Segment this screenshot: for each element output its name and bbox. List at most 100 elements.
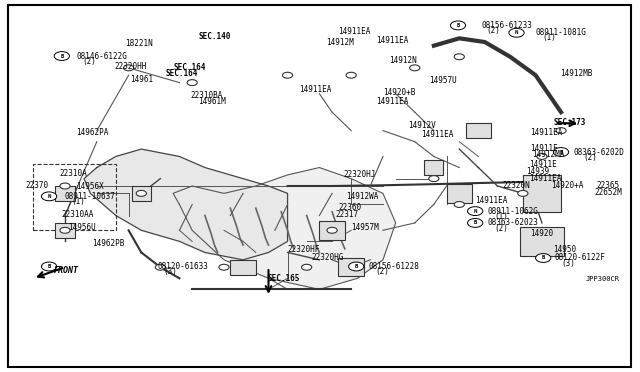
Text: 14912WA: 14912WA bbox=[346, 192, 378, 201]
Text: B: B bbox=[559, 150, 563, 154]
Circle shape bbox=[454, 202, 465, 208]
Text: 08156-61233: 08156-61233 bbox=[481, 21, 532, 30]
Text: JPP300CR: JPP300CR bbox=[585, 276, 619, 282]
Text: 14911EA: 14911EA bbox=[529, 174, 562, 183]
Circle shape bbox=[60, 183, 70, 189]
Text: 14957U: 14957U bbox=[429, 76, 456, 85]
Text: SEC.173: SEC.173 bbox=[554, 118, 586, 127]
Text: 14911E: 14911E bbox=[529, 160, 557, 169]
Text: SEC.164: SEC.164 bbox=[173, 62, 205, 72]
Text: B: B bbox=[541, 256, 545, 260]
Text: 22365: 22365 bbox=[596, 181, 619, 190]
Bar bbox=[230, 260, 256, 275]
Text: B: B bbox=[355, 264, 358, 269]
Text: 14962PB: 14962PB bbox=[92, 239, 124, 248]
Text: 14956X: 14956X bbox=[76, 182, 104, 191]
Text: (2): (2) bbox=[583, 153, 597, 162]
Text: B: B bbox=[474, 221, 477, 225]
Text: 22652M: 22652M bbox=[594, 188, 622, 197]
Text: 14962PA: 14962PA bbox=[76, 128, 109, 137]
Bar bbox=[424, 160, 444, 175]
Text: FRONT: FRONT bbox=[54, 266, 79, 275]
Circle shape bbox=[518, 190, 528, 196]
Text: 14912N: 14912N bbox=[389, 56, 417, 65]
Text: 08146-6122G: 08146-6122G bbox=[76, 52, 127, 61]
Circle shape bbox=[349, 262, 364, 271]
Text: 22310AA: 22310AA bbox=[62, 210, 94, 219]
Circle shape bbox=[327, 227, 337, 233]
Bar bbox=[56, 186, 74, 201]
Bar bbox=[523, 175, 561, 212]
Text: 14912M: 14912M bbox=[326, 38, 353, 46]
Bar bbox=[33, 164, 116, 230]
Text: (3): (3) bbox=[561, 259, 575, 268]
Text: 14911EA: 14911EA bbox=[421, 130, 454, 139]
Circle shape bbox=[301, 264, 312, 270]
Text: (1): (1) bbox=[71, 197, 85, 206]
Text: (1): (1) bbox=[542, 33, 556, 42]
Text: 22310BA: 22310BA bbox=[191, 91, 223, 100]
Circle shape bbox=[54, 52, 69, 61]
Text: 22317: 22317 bbox=[335, 210, 358, 219]
Circle shape bbox=[410, 65, 420, 71]
Text: 22320HJ: 22320HJ bbox=[344, 170, 376, 179]
Text: 08363-62023: 08363-62023 bbox=[488, 218, 539, 227]
Text: 22320HG: 22320HG bbox=[312, 253, 344, 263]
Text: 14911EA: 14911EA bbox=[376, 36, 409, 45]
Text: 14911E: 14911E bbox=[531, 144, 558, 153]
Circle shape bbox=[42, 192, 57, 201]
Text: 22360: 22360 bbox=[339, 203, 362, 212]
Circle shape bbox=[537, 154, 547, 160]
Text: (2): (2) bbox=[375, 267, 389, 276]
Text: 14950: 14950 bbox=[554, 245, 577, 254]
Text: N: N bbox=[47, 194, 51, 199]
Text: N: N bbox=[515, 30, 518, 35]
Text: 08911-10637: 08911-10637 bbox=[65, 192, 116, 201]
Circle shape bbox=[468, 207, 483, 215]
Circle shape bbox=[346, 72, 356, 78]
Text: 22320HF: 22320HF bbox=[287, 245, 320, 254]
Bar bbox=[447, 184, 472, 203]
Text: 08363-6202D: 08363-6202D bbox=[573, 148, 625, 157]
Text: 22320HH: 22320HH bbox=[115, 61, 147, 71]
Text: 14939: 14939 bbox=[526, 167, 549, 176]
Text: B: B bbox=[47, 264, 51, 269]
Text: (3): (3) bbox=[164, 267, 177, 276]
Circle shape bbox=[554, 148, 569, 157]
Text: 14911EA: 14911EA bbox=[475, 196, 508, 205]
Text: B: B bbox=[60, 54, 63, 58]
Text: 14912V: 14912V bbox=[408, 121, 436, 129]
Circle shape bbox=[187, 80, 197, 86]
Circle shape bbox=[451, 21, 466, 30]
Circle shape bbox=[282, 72, 292, 78]
Text: 08911-1062G: 08911-1062G bbox=[488, 206, 539, 216]
Circle shape bbox=[156, 264, 166, 270]
Text: (1): (1) bbox=[494, 212, 508, 221]
Text: N: N bbox=[474, 209, 477, 214]
Circle shape bbox=[124, 65, 134, 71]
Text: 18221N: 18221N bbox=[125, 39, 153, 48]
Polygon shape bbox=[173, 167, 396, 289]
Text: (2): (2) bbox=[494, 224, 508, 233]
Text: 14912MB: 14912MB bbox=[560, 69, 592, 78]
Bar bbox=[319, 221, 345, 240]
Bar bbox=[466, 123, 491, 138]
Polygon shape bbox=[84, 149, 287, 260]
Text: 22310A: 22310A bbox=[60, 169, 88, 177]
Circle shape bbox=[556, 128, 566, 134]
Text: 22370: 22370 bbox=[26, 181, 49, 190]
Circle shape bbox=[454, 54, 465, 60]
Bar bbox=[132, 186, 151, 201]
Text: 14911EA: 14911EA bbox=[531, 128, 563, 137]
Circle shape bbox=[468, 218, 483, 227]
Circle shape bbox=[219, 264, 229, 270]
Text: (2): (2) bbox=[486, 26, 500, 35]
Text: SEC.165: SEC.165 bbox=[268, 274, 300, 283]
Text: 14961M: 14961M bbox=[198, 97, 227, 106]
Bar bbox=[339, 258, 364, 276]
Text: 22320N: 22320N bbox=[502, 182, 531, 190]
Bar bbox=[520, 227, 564, 256]
Bar bbox=[56, 223, 74, 238]
Text: SEC.140: SEC.140 bbox=[198, 32, 231, 41]
Text: 14911EA: 14911EA bbox=[376, 97, 409, 106]
